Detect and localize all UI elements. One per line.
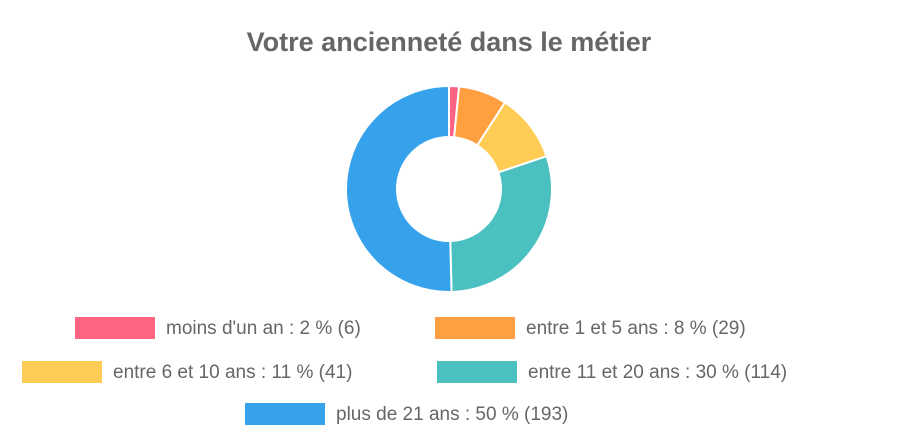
legend-swatch[interactable] xyxy=(245,403,325,425)
chart-title: Votre ancienneté dans le métier xyxy=(247,27,652,57)
legend-swatch[interactable] xyxy=(437,361,517,383)
legend-label[interactable]: entre 1 et 5 ans : 8 % (29) xyxy=(526,318,746,339)
legend-label[interactable]: entre 6 et 10 ans : 11 % (41) xyxy=(113,362,352,383)
donut-slice xyxy=(345,84,453,293)
legend-label[interactable]: moins d'un an : 2 % (6) xyxy=(166,318,361,339)
legend-label[interactable]: plus de 21 ans : 50 % (193) xyxy=(336,404,568,425)
legend-label[interactable]: entre 11 et 20 ans : 30 % (114) xyxy=(528,362,787,383)
legend-swatch[interactable] xyxy=(75,317,155,339)
legend-swatch[interactable] xyxy=(22,361,102,383)
donut-slice xyxy=(449,154,553,293)
legend-swatch[interactable] xyxy=(435,317,515,339)
